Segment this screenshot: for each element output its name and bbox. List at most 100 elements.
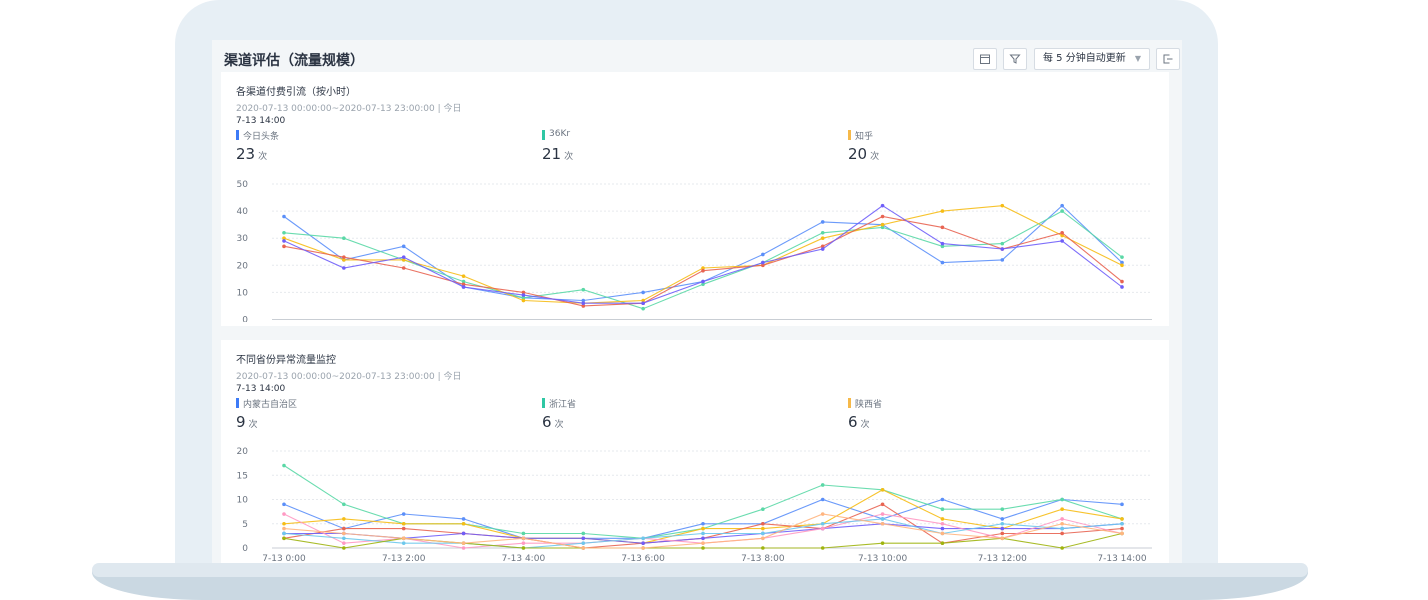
kpi-value: 21 次 [542, 145, 574, 163]
x-tick-label: 7-13 0:00 [262, 554, 306, 563]
data-point [1060, 546, 1064, 550]
data-point [820, 230, 825, 235]
data-point [342, 255, 346, 259]
card-title: 各渠道付费引流（按小时） [236, 87, 356, 98]
data-point [761, 546, 765, 550]
data-point [820, 236, 825, 240]
data-point [461, 517, 466, 521]
data-point [1000, 241, 1005, 246]
data-point [342, 502, 346, 507]
data-point [940, 241, 945, 246]
data-point [880, 521, 885, 526]
data-point [820, 220, 825, 224]
calendar-icon [980, 54, 990, 64]
chevron-down-icon: ▼ [1134, 54, 1141, 63]
data-point [1060, 233, 1064, 238]
data-point [1060, 497, 1064, 502]
data-point [282, 236, 286, 240]
data-point [581, 546, 586, 550]
calendar-button[interactable] [973, 48, 997, 70]
data-point [820, 483, 825, 487]
data-point [701, 526, 705, 531]
data-point [701, 282, 705, 287]
data-point [1120, 521, 1124, 526]
card-current-time: 7-13 14:00 [236, 384, 286, 394]
data-point [1120, 531, 1124, 536]
y-tick-label: 10 [237, 288, 249, 298]
data-point [940, 497, 945, 502]
data-point [940, 244, 945, 249]
y-tick-label: 0 [242, 544, 248, 554]
y-tick-label: 20 [237, 447, 249, 457]
data-point [820, 497, 825, 502]
data-point [461, 274, 466, 278]
data-point [342, 546, 346, 550]
data-point [761, 521, 765, 526]
data-point [282, 230, 286, 235]
data-point [761, 263, 765, 268]
data-point [1120, 526, 1124, 531]
data-point [701, 521, 705, 526]
data-point [820, 546, 825, 550]
x-tick-label: 7-13 4:00 [502, 554, 546, 563]
data-point [342, 541, 346, 545]
data-point [880, 225, 885, 230]
export-button[interactable] [1156, 48, 1180, 70]
data-point [641, 546, 645, 550]
filter-button[interactable] [1003, 48, 1027, 70]
data-point [880, 541, 885, 545]
data-point [761, 252, 765, 257]
data-point [761, 536, 765, 541]
data-point [701, 268, 705, 273]
card-current-time: 7-13 14:00 [236, 116, 286, 126]
y-tick-label: 5 [242, 520, 248, 530]
data-point [461, 546, 466, 550]
data-point [581, 531, 586, 536]
data-point [461, 282, 466, 287]
x-tick-label: 7-13 2:00 [382, 554, 426, 563]
y-tick-label: 20 [237, 261, 249, 271]
data-point [761, 260, 765, 265]
data-point [1060, 209, 1064, 213]
data-point [401, 526, 406, 531]
data-point [401, 512, 406, 516]
data-point [1000, 521, 1005, 526]
data-point [1000, 507, 1005, 511]
data-point [701, 536, 705, 541]
data-point [820, 526, 825, 531]
data-point [940, 541, 945, 545]
data-point [581, 298, 586, 303]
data-point [761, 507, 765, 511]
y-tick-label: 10 [237, 496, 249, 506]
data-point [1000, 247, 1005, 251]
refresh-interval-select[interactable]: 每 5 分钟自动更新 ▼ [1034, 48, 1150, 70]
x-tick-label: 7-13 14:00 [1097, 554, 1146, 563]
data-point [880, 488, 885, 492]
data-point [521, 293, 526, 297]
traffic-card: 各渠道付费引流（按小时） 2020-07-13 00:00:00~2020-07… [221, 72, 1169, 326]
channel-traffic-line-chart: 010203040507-13 0:007-13 2:007-13 4:007-… [237, 180, 1152, 322]
data-point [282, 239, 286, 243]
province-anomaly-line-chart: 0 5 10 15 20 7-13 0:00 7-13 2:00 7-13 4:00 7-13 … [237, 447, 1152, 563]
data-point [1060, 507, 1064, 511]
data-point [940, 260, 945, 265]
data-point [401, 541, 406, 545]
series-line [283, 205, 1123, 304]
data-point [880, 517, 885, 521]
kpi-color-bar [848, 398, 851, 408]
card-date-range: 2020-07-13 00:00:00~2020-07-13 23:00:00 … [236, 372, 462, 382]
dashboard-title: 渠道评估（流量规模） [224, 53, 364, 69]
data-point [581, 301, 586, 306]
data-point [1060, 230, 1064, 235]
data-point [401, 521, 406, 526]
dashboard-screen: 渠道评估（流量规模） 每 5 分钟自动更新 ▼ 各渠道付费引流（按小时） 202… [212, 40, 1182, 563]
province-card: 不同省份异常流量监控 2020-07-13 00:00:00~2020-07-1… [221, 340, 1169, 563]
data-point [1060, 531, 1064, 536]
data-point [521, 296, 526, 300]
data-point [282, 536, 286, 541]
series-line [283, 532, 1123, 549]
card-date-range: 2020-07-13 00:00:00~2020-07-13 23:00:00 … [236, 104, 462, 114]
kpi-color-bar [236, 130, 239, 140]
kpi-color-bar [236, 398, 239, 408]
